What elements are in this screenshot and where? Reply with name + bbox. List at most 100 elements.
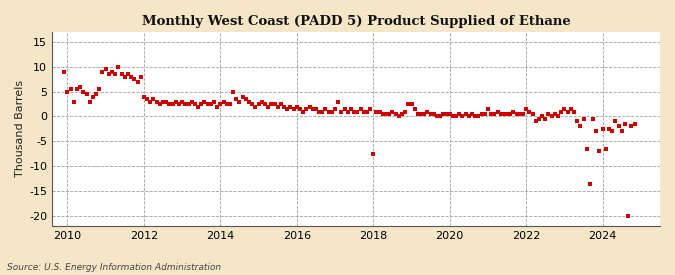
Point — [441, 112, 452, 116]
Point — [192, 104, 203, 109]
Point — [186, 99, 197, 104]
Point — [151, 99, 162, 104]
Point — [601, 147, 612, 151]
Point — [444, 112, 455, 116]
Point — [342, 109, 353, 114]
Point — [451, 114, 462, 119]
Point — [221, 102, 232, 106]
Point — [256, 99, 267, 104]
Point — [155, 102, 165, 106]
Point — [616, 129, 627, 134]
Point — [68, 99, 79, 104]
Point — [94, 87, 105, 91]
Point — [371, 109, 382, 114]
Point — [531, 119, 541, 124]
Point — [304, 104, 315, 109]
Point — [329, 107, 340, 111]
Point — [585, 182, 595, 186]
Point — [266, 102, 277, 106]
Point — [212, 104, 223, 109]
Point — [384, 112, 395, 116]
Point — [597, 127, 608, 131]
Point — [135, 75, 146, 79]
Point — [225, 102, 236, 106]
Point — [346, 107, 356, 111]
Point — [116, 72, 127, 76]
Point — [454, 112, 464, 116]
Point — [138, 94, 149, 99]
Point — [620, 122, 630, 126]
Point — [279, 104, 290, 109]
Point — [323, 109, 334, 114]
Point — [470, 114, 481, 119]
Point — [553, 114, 564, 119]
Point — [591, 129, 601, 134]
Point — [613, 124, 624, 129]
Point — [581, 147, 592, 151]
Point — [422, 109, 433, 114]
Point — [123, 72, 134, 76]
Point — [145, 99, 156, 104]
Point — [250, 104, 261, 109]
Point — [307, 107, 318, 111]
Point — [231, 97, 242, 101]
Point — [588, 117, 599, 121]
Point — [425, 112, 436, 116]
Point — [282, 107, 293, 111]
Point — [355, 107, 366, 111]
Point — [292, 104, 302, 109]
Point — [479, 112, 490, 116]
Point — [464, 114, 475, 119]
Point — [75, 84, 86, 89]
Point — [196, 102, 207, 106]
Point — [202, 102, 213, 106]
Point — [310, 107, 321, 111]
Text: Source: U.S. Energy Information Administration: Source: U.S. Energy Information Administ… — [7, 263, 221, 272]
Point — [240, 97, 251, 101]
Point — [566, 107, 576, 111]
Point — [540, 117, 551, 121]
Point — [333, 99, 344, 104]
Point — [97, 70, 108, 74]
Point — [62, 89, 73, 94]
Point — [164, 102, 175, 106]
Point — [65, 87, 76, 91]
Point — [288, 107, 299, 111]
Point — [394, 114, 404, 119]
Point — [358, 109, 369, 114]
Point — [396, 112, 407, 116]
Point — [406, 102, 417, 106]
Point — [416, 112, 427, 116]
Point — [190, 102, 200, 106]
Point — [285, 104, 296, 109]
Point — [183, 102, 194, 106]
Point — [556, 109, 566, 114]
Point — [170, 99, 181, 104]
Point — [524, 109, 535, 114]
Point — [374, 109, 385, 114]
Point — [489, 112, 500, 116]
Point — [521, 107, 532, 111]
Point — [253, 102, 264, 106]
Point — [476, 112, 487, 116]
Point — [218, 99, 229, 104]
Point — [527, 112, 538, 116]
Point — [148, 97, 159, 101]
Point — [72, 87, 82, 91]
Point — [180, 102, 191, 106]
Y-axis label: Thousand Barrels: Thousand Barrels — [15, 80, 25, 177]
Point — [412, 112, 423, 116]
Point — [142, 97, 153, 101]
Point — [562, 109, 573, 114]
Point — [537, 114, 547, 119]
Point — [377, 112, 388, 116]
Point — [298, 109, 308, 114]
Point — [161, 99, 171, 104]
Point — [610, 119, 621, 124]
Point — [559, 107, 570, 111]
Point — [505, 112, 516, 116]
Point — [511, 112, 522, 116]
Point — [244, 99, 254, 104]
Point — [435, 114, 446, 119]
Point — [368, 152, 379, 156]
